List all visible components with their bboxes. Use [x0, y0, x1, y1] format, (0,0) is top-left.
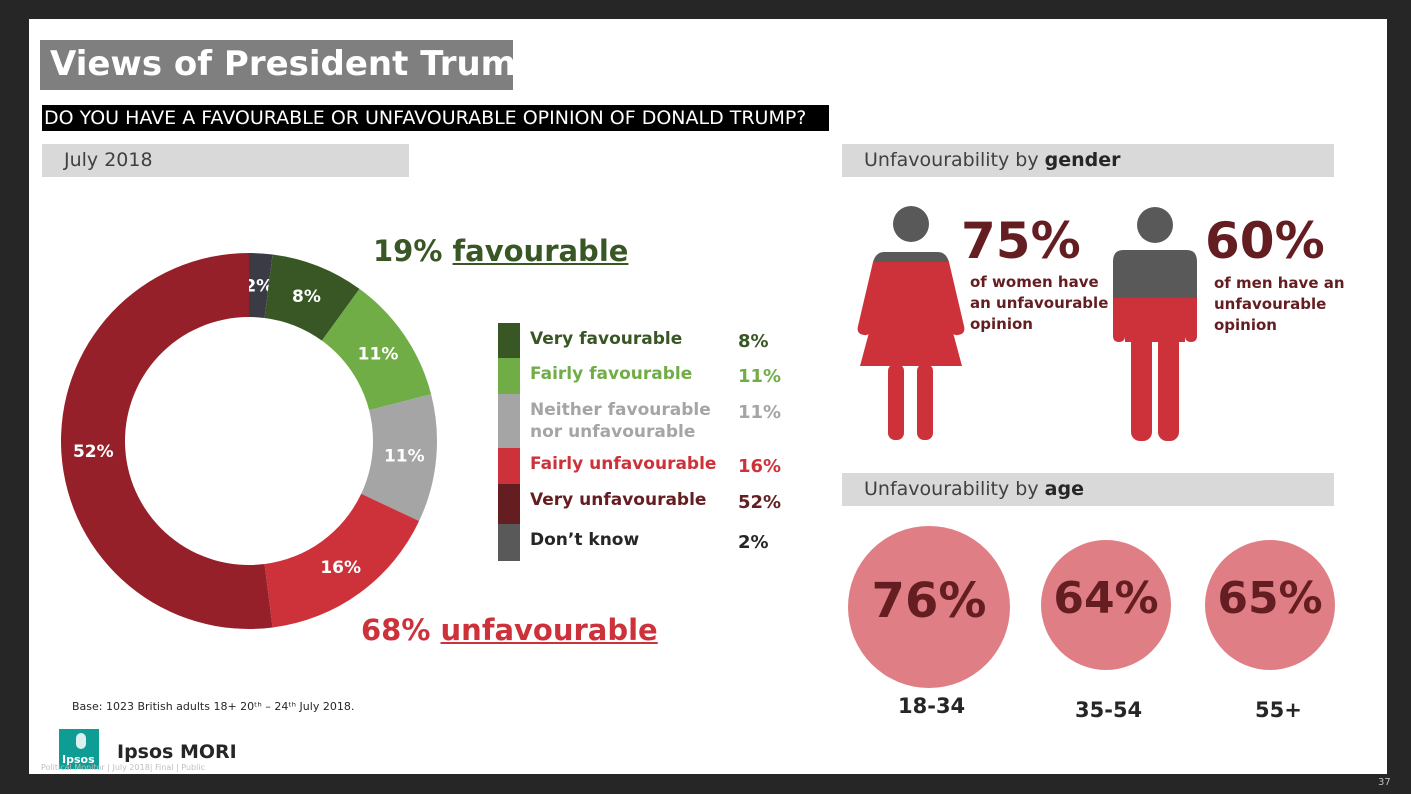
men-text-line: of men have an: [1214, 274, 1345, 292]
legend-label: Neither favourable nor unfavourable: [530, 399, 711, 443]
favourable-headline: 19% favourable: [373, 234, 628, 268]
legend-label-line: Very favourable: [530, 329, 683, 349]
donut-slice-label: 2%: [244, 276, 273, 296]
footer-text: Political Monitor | July 2018| Final | P…: [41, 763, 205, 772]
men-text-line: opinion: [1214, 316, 1277, 334]
legend-label-line: Neither favourable: [530, 400, 711, 420]
woman-icon: [857, 206, 965, 440]
donut-slice: [321, 288, 432, 411]
date-bar-label: July 2018: [64, 149, 153, 171]
legend-label-line: Very unfavourable: [530, 490, 707, 510]
donut-slice-label: 11%: [358, 344, 399, 364]
women-pct: 75%: [961, 212, 1081, 270]
question-banner: DO YOU HAVE A FAVOURABLE OR UNFAVOURABLE…: [42, 105, 829, 131]
gender-bar-label: Unfavourability by gender: [842, 144, 1334, 171]
donut-slice: [264, 254, 360, 341]
legend-label: Fairly unfavourable: [530, 453, 716, 475]
favourable-word: favourable: [452, 234, 629, 268]
age-bar-label: Unfavourability by age: [842, 473, 1334, 500]
legend-value: 52%: [738, 492, 782, 513]
unfavourable-word: unfavourable: [440, 613, 658, 647]
brand-name: Ipsos MORI: [117, 741, 237, 763]
legend-value: 11%: [738, 366, 782, 387]
age-circle-55-plus: 65%: [1205, 540, 1335, 670]
page-title: Views of President Trump: [50, 44, 541, 84]
donut-slice-label: 8%: [292, 287, 321, 307]
men-text-line: unfavourable: [1214, 295, 1327, 313]
age-bar-prefix: Unfavourability by: [864, 478, 1039, 500]
age-circle-18-34: 76%: [848, 526, 1010, 688]
legend-swatch: [498, 323, 520, 358]
donut-slice-label: 52%: [73, 442, 114, 462]
base-note: Base: 1023 British adults 18+ 20ᵗʰ – 24ᵗ…: [72, 700, 355, 713]
age-label: 55+: [1255, 698, 1302, 722]
age-pct-35-54: 64%: [1053, 573, 1159, 624]
legend-swatch: [498, 524, 520, 561]
donut-slice: [249, 253, 273, 318]
legend-label-line: Fairly favourable: [530, 364, 693, 384]
legend-swatch: [498, 484, 520, 524]
ipsos-logo: Ipsos: [59, 729, 99, 769]
legend-label: Don’t know: [530, 529, 639, 551]
donut-slice: [264, 493, 420, 628]
age-circle-35-54: 64%: [1041, 540, 1171, 670]
man-icon: [1113, 207, 1197, 441]
legend-value: 8%: [738, 331, 769, 352]
title-box: Views of President Trump: [40, 40, 540, 90]
legend-swatch: [498, 448, 520, 484]
legend-label: Very unfavourable: [530, 489, 706, 511]
favourable-pct: 19%: [373, 234, 443, 268]
legend-label: Very favourable: [530, 328, 682, 350]
age-pct-55-plus: 65%: [1217, 573, 1323, 624]
age-bar-bold: age: [1044, 478, 1084, 500]
men-text: of men have an unfavourable opinion: [1214, 273, 1345, 336]
page-number: 37: [1378, 777, 1391, 788]
age-label: 18-34: [898, 694, 966, 718]
donut-slice-label: 11%: [384, 447, 425, 467]
legend-swatch: [498, 358, 520, 394]
legend-value: 16%: [738, 456, 782, 477]
men-pct: 60%: [1205, 212, 1325, 270]
age-pct-18-34: 76%: [871, 573, 987, 629]
legend-value: 2%: [738, 532, 769, 553]
gender-bar-bold: gender: [1044, 149, 1121, 171]
gender-bar-prefix: Unfavourability by: [864, 149, 1039, 171]
donut-chart: 2% 8% 11% 11% 16% 52%: [61, 253, 437, 629]
age-label: 35-54: [1075, 698, 1143, 722]
date-bar: July 2018: [42, 144, 409, 177]
slide: Views of President Trump DO YOU HAVE A F…: [29, 19, 1387, 774]
women-text: of women have an unfavourable opinion: [970, 272, 1108, 335]
legend-label-line: Fairly unfavourable: [530, 454, 717, 474]
legend-value: 11%: [738, 402, 782, 423]
age-bar: Unfavourability by age: [842, 473, 1334, 506]
legend-label: Fairly favourable: [530, 363, 692, 385]
ipsos-logo-mark: [76, 733, 86, 749]
legend-label-line: nor unfavourable: [530, 422, 696, 442]
donut-slice-label: 16%: [320, 558, 361, 578]
donut-slice: [361, 394, 437, 522]
donut-slice: [61, 253, 273, 629]
women-text-line: an unfavourable: [970, 294, 1109, 312]
ipsos-logo-text: Ipsos: [62, 753, 95, 766]
unfavourable-pct: 68%: [361, 613, 431, 647]
women-text-line: opinion: [970, 315, 1033, 333]
gender-bar: Unfavourability by gender: [842, 144, 1334, 177]
legend-label-line: Don’t know: [530, 530, 640, 550]
women-text-line: of women have: [970, 273, 1099, 291]
unfavourable-headline: 68% unfavourable: [361, 613, 658, 647]
legend-swatch: [498, 394, 520, 448]
